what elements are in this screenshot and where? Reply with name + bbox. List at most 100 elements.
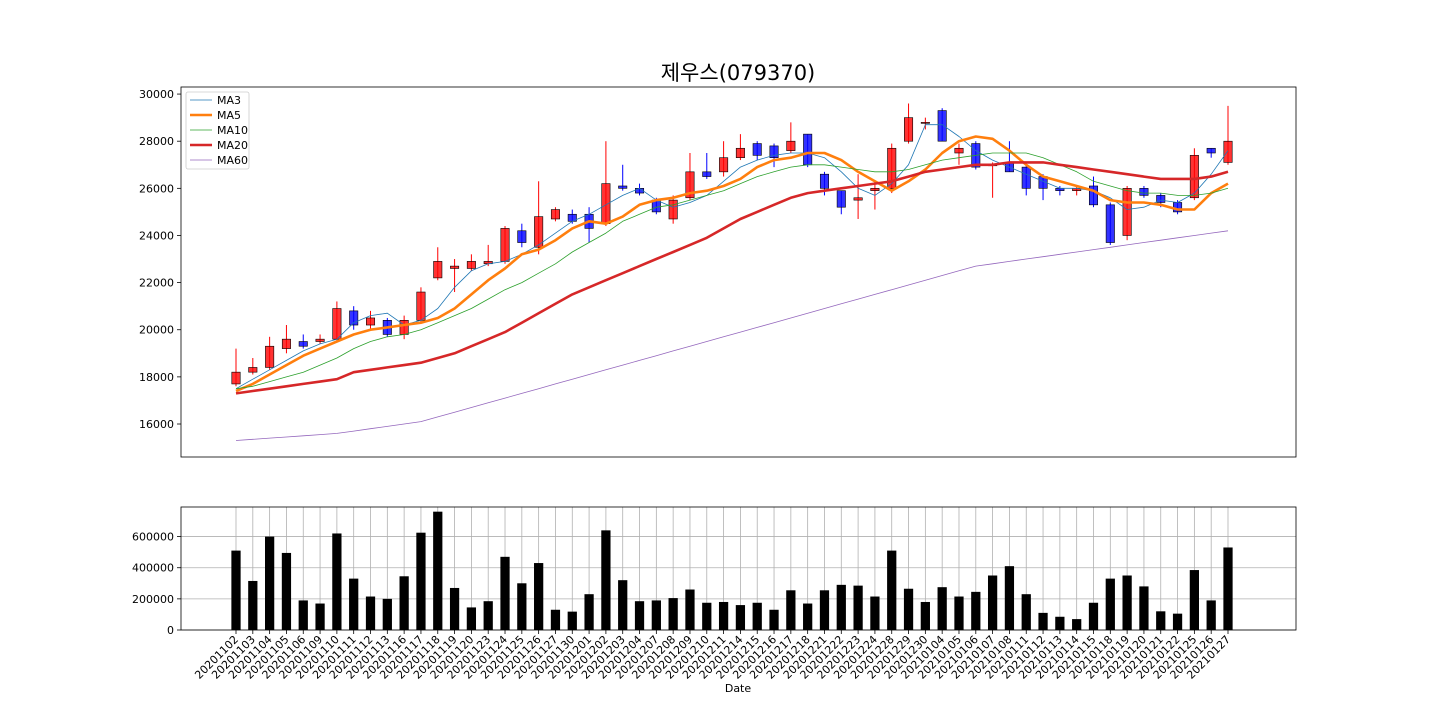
volume-bar xyxy=(987,575,998,630)
volume-bar xyxy=(315,603,325,630)
price-y-tick-label: 20000 xyxy=(139,324,174,337)
volume-bar xyxy=(752,602,762,630)
volume-bar xyxy=(1206,600,1216,630)
volume-bar xyxy=(853,585,863,630)
candle-body xyxy=(853,197,863,201)
candle-body xyxy=(904,117,914,142)
x-axis-label: Date xyxy=(725,682,752,695)
volume-bar xyxy=(634,601,645,630)
volume-bar xyxy=(265,536,275,630)
legend-label: MA10 xyxy=(217,124,248,137)
volume-bar xyxy=(517,583,527,630)
candle-body xyxy=(399,320,409,335)
volume-bar xyxy=(433,511,443,630)
ma-line-ma60 xyxy=(235,230,1229,441)
volume-bar xyxy=(651,600,661,630)
candle-body xyxy=(450,265,460,269)
volume-bar xyxy=(550,609,561,630)
candle-body xyxy=(735,147,745,159)
volume-bar xyxy=(1055,616,1065,630)
candle-body xyxy=(601,183,611,224)
candle-body xyxy=(1122,188,1132,236)
price-y-tick-label: 16000 xyxy=(139,418,174,431)
volume-bar xyxy=(1038,612,1048,630)
volume-bar xyxy=(786,590,796,630)
candle-body xyxy=(668,199,678,220)
candle-body xyxy=(685,171,695,199)
ma-line-ma3 xyxy=(235,124,1229,390)
candle-body xyxy=(803,133,813,166)
legend-label: MA60 xyxy=(217,154,248,167)
candle-body xyxy=(466,261,476,269)
candle-body xyxy=(265,345,275,368)
volume-bar xyxy=(483,601,493,630)
volume-bar xyxy=(803,603,813,630)
candle-body xyxy=(1105,204,1115,243)
candle-body xyxy=(618,185,628,189)
volume-bar xyxy=(1088,602,1099,630)
volume-bar xyxy=(567,611,577,630)
volume-bar xyxy=(399,576,409,630)
volume-bar xyxy=(500,556,510,630)
volume-bar xyxy=(449,587,460,630)
volume-bar xyxy=(382,598,392,630)
candle-body xyxy=(1156,195,1166,203)
volume-bar xyxy=(466,607,477,630)
price-y-tick-label: 26000 xyxy=(139,182,174,195)
volume-bar xyxy=(903,588,914,630)
volume-bar xyxy=(618,580,628,630)
legend-label: MA20 xyxy=(217,139,248,152)
candle-body xyxy=(433,261,443,279)
volume-bar xyxy=(298,600,308,630)
ma-line-ma5 xyxy=(235,135,1229,393)
volume-bar xyxy=(718,601,729,630)
price-y-tick-label: 22000 xyxy=(139,277,174,290)
volume-bar xyxy=(416,532,426,630)
volume-bar xyxy=(971,591,981,630)
volume-bar xyxy=(887,550,897,630)
price-y-tick-label: 24000 xyxy=(139,229,174,242)
volume-bar xyxy=(365,596,376,630)
volume-bar xyxy=(332,533,342,630)
volume-bar xyxy=(1172,613,1183,630)
candle-body xyxy=(1021,166,1031,189)
candle-body xyxy=(1223,140,1233,163)
volume-bar xyxy=(601,530,611,630)
candle-body xyxy=(937,110,947,142)
candle-body xyxy=(366,317,376,326)
candle-body xyxy=(702,171,712,177)
volume-bar xyxy=(1156,611,1166,630)
legend-box xyxy=(185,91,250,170)
legend-label: MA5 xyxy=(217,109,241,122)
volume-bar xyxy=(870,596,880,630)
candle-body xyxy=(819,173,829,189)
legend-label: MA3 xyxy=(217,94,241,107)
candle-body xyxy=(349,310,359,326)
volume-bar xyxy=(584,594,594,630)
candle-body xyxy=(752,143,762,156)
candle-body xyxy=(836,190,846,208)
volume-y-tick-label: 0 xyxy=(167,624,174,637)
candle-body xyxy=(281,338,291,349)
volume-bar xyxy=(836,584,846,630)
volume-bar xyxy=(231,550,241,630)
volume-bar xyxy=(1189,570,1199,630)
volume-bar xyxy=(685,589,695,630)
candle-body xyxy=(500,228,510,262)
volume-bar xyxy=(349,578,359,630)
candle-body xyxy=(870,188,880,191)
ma-line-ma20 xyxy=(235,161,1229,395)
volume-bar xyxy=(1021,594,1031,630)
volume-bar xyxy=(954,596,964,630)
candle-body xyxy=(887,147,897,189)
candle-body xyxy=(248,367,258,373)
volume-bar xyxy=(1122,575,1132,630)
chart-title: 제우스(079370) xyxy=(661,61,816,85)
volume-y-tick-label: 600000 xyxy=(132,531,174,544)
price-y-tick-label: 28000 xyxy=(139,135,174,148)
volume-bar xyxy=(769,609,779,630)
volume-bar xyxy=(937,587,947,630)
candle-body xyxy=(954,147,964,154)
